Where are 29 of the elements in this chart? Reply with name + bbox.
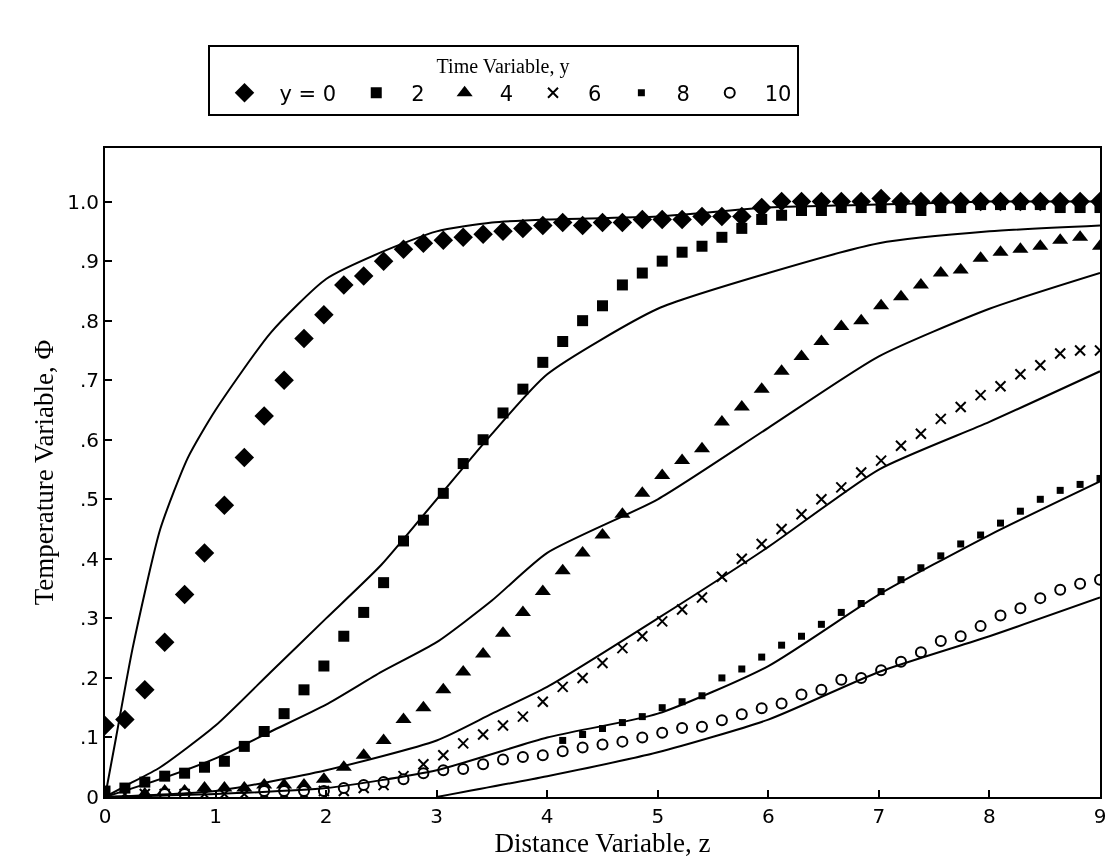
legend-label: 2 [411,81,425,106]
x-tick-label: 9 [1093,804,1107,828]
y-tick-label: .3 [79,606,99,631]
y-tick-label: .6 [79,427,99,452]
y-tick-label: .1 [79,725,99,750]
x-tick-label: 7 [872,804,886,828]
legend-label: 10 [764,81,792,106]
legend-label: 4 [499,81,513,106]
legend-label: y = 0 [279,81,337,106]
y-tick-label: .2 [79,665,99,690]
legend-label: 6 [588,81,602,106]
x-tick-label: 5 [651,804,665,828]
y-tick-label: .7 [79,368,99,393]
y-tick-label: 1.0 [67,189,99,214]
y-tick-label: 0 [86,785,99,809]
legend-label: 8 [676,81,690,106]
y-tick-label: .4 [79,546,99,571]
y-tick-label: .9 [79,249,99,274]
x-tick-label: 1 [209,804,222,828]
x-tick-label: 6 [761,804,775,828]
y-tick-label: .8 [79,308,99,333]
x-tick-label: 3 [430,804,444,828]
x-tick-label: 8 [983,804,996,828]
x-tick-label: 2 [319,804,333,828]
x-tick-label: 4 [540,804,554,828]
legend-title: Time Variable, y [436,54,570,78]
y-tick-label: .5 [79,487,99,512]
x-axis-title: Distance Variable, z [494,828,711,858]
y-axis-title: Temperature Variable, Φ [28,339,59,606]
